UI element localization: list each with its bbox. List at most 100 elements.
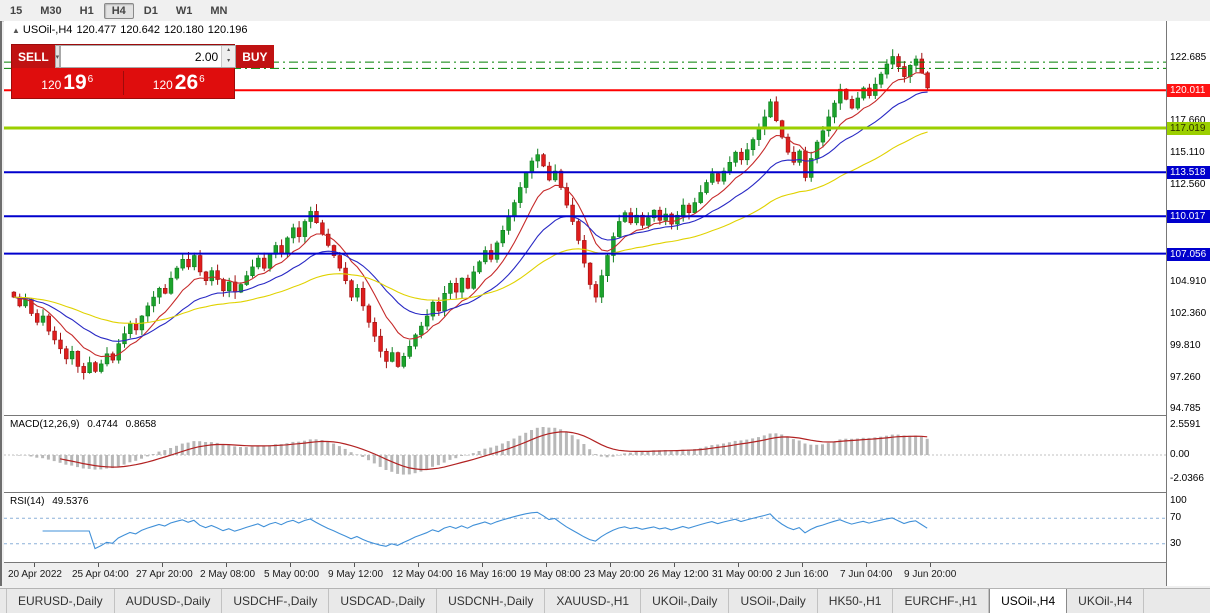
time-axis-tick <box>482 563 483 567</box>
time-axis-label: 12 May 04:00 <box>392 569 453 580</box>
time-axis-label: 23 May 20:00 <box>584 569 645 580</box>
macd-pane: MACD(12,26,9) 0.4744 0.8658 <box>4 415 1166 493</box>
time-axis-tick <box>802 563 803 567</box>
price-axis-label: 117.660 <box>1170 114 1206 126</box>
chart-tab[interactable]: USOil-,H4 <box>989 589 1068 613</box>
timeframe-button-mn[interactable]: MN <box>210 4 228 17</box>
price-axis-label: 99.810 <box>1170 339 1201 351</box>
ohlc-high: 120.642 <box>120 24 160 36</box>
chart-tab[interactable]: AUDUSD-,Daily <box>115 589 223 613</box>
chart-tab[interactable]: USDCHF-,Daily <box>222 589 330 613</box>
rsi-axis-label: 70 <box>1170 512 1182 523</box>
chart-tab[interactable]: XAUUSD-,H1 <box>545 589 642 613</box>
volume-field: ▴ ▾ <box>60 45 237 68</box>
price-axis-label: 115.110 <box>1170 147 1205 159</box>
sell-price-prefix: 120 <box>41 78 62 92</box>
chart-tab[interactable]: EURUSD-,Daily <box>6 589 115 613</box>
chart-tab[interactable]: EURCHF-,H1 <box>893 589 990 613</box>
timeframe-button-d1[interactable]: D1 <box>143 4 158 17</box>
chart-tab[interactable]: UKOil-,H4 <box>1067 589 1145 613</box>
time-axis-label: 20 Apr 2022 <box>8 569 62 580</box>
macd-axis-label: -2.0366 <box>1170 473 1204 484</box>
macd-axis-label: 0.00 <box>1170 449 1190 460</box>
timeframe-button-15[interactable]: 15 <box>10 4 23 17</box>
sell-price-big: 19 <box>63 71 87 94</box>
price-axis-label: 102.360 <box>1170 307 1207 319</box>
moving-average-9 <box>13 72 928 358</box>
time-axis-label: 19 May 08:00 <box>520 569 581 580</box>
macd-name: MACD(12,26,9) <box>10 419 80 430</box>
chart-tab[interactable]: USDCNH-,Daily <box>437 589 546 613</box>
rsi-axis-label: 100 <box>1170 495 1187 506</box>
main-chart-pane: ▲ USOil-,H4 120.477 120.642 120.180 120.196 S… <box>4 21 1166 415</box>
macd-plot <box>4 427 1166 475</box>
sell-button[interactable]: SELL <box>12 45 55 68</box>
one-click-trading-panel: SELL ▾ ▴ ▾ BUY 120 <box>12 45 274 98</box>
price-axis-label: 122.685 <box>1170 51 1207 63</box>
time-axis-tick <box>98 563 99 567</box>
buy-price-pip: 6 <box>199 74 205 85</box>
moving-average-21 <box>13 91 928 342</box>
timeframe-button-w1[interactable]: W1 <box>175 4 193 17</box>
price-axis-label: 97.260 <box>1170 372 1201 383</box>
sell-price-display[interactable]: 120 19 6 <box>12 70 123 96</box>
price-level-badge[interactable]: 107.056 <box>1167 247 1210 261</box>
time-axis-tick <box>610 563 611 567</box>
volume-input[interactable] <box>61 46 222 67</box>
time-axis-tick <box>738 563 739 567</box>
collapse-arrow-icon[interactable]: ▲ <box>12 26 20 35</box>
macd-signal-value: 0.8658 <box>125 419 157 430</box>
price-axis-label: 112.560 <box>1170 179 1206 191</box>
moving-average-50 <box>13 131 928 325</box>
chart-title: ▲ USOil-,H4 120.477 120.642 120.180 120.196 <box>12 24 252 36</box>
chart-tab[interactable]: HK50-,H1 <box>818 589 894 613</box>
price-level-badge[interactable]: 110.017 <box>1167 210 1210 224</box>
price-level-badge[interactable]: 120.011 <box>1167 84 1210 98</box>
time-axis-label: 2 May 08:00 <box>200 569 256 580</box>
rsi-name: RSI(14) <box>10 496 45 507</box>
macd-axis-label: 2.5591 <box>1170 419 1201 430</box>
ohlc-close: 120.196 <box>207 24 248 36</box>
time-axis-label: 27 Apr 20:00 <box>136 569 193 580</box>
chart-tab[interactable]: USOil-,Daily <box>729 589 818 613</box>
time-axis-label: 7 Jun 04:00 <box>840 569 893 580</box>
price-level-badge[interactable]: 117.019 <box>1167 122 1210 136</box>
time-axis-label: 9 May 12:00 <box>328 569 384 580</box>
macd-label: MACD(12,26,9) 0.4744 0.8658 <box>10 419 156 430</box>
buy-price-display[interactable]: 120 26 6 <box>124 70 235 96</box>
rsi-plot <box>4 511 1166 550</box>
time-axis-tick <box>162 563 163 567</box>
rsi-label: RSI(14) 49.5376 <box>10 496 88 507</box>
time-axis-tick <box>546 563 547 567</box>
time-axis-tick <box>930 563 931 567</box>
ohlc-open: 120.477 <box>76 24 117 36</box>
time-axis-tick <box>290 563 291 567</box>
price-axis-label: 104.910 <box>1170 275 1207 287</box>
buy-button[interactable]: BUY <box>236 45 274 68</box>
time-axis[interactable]: 20 Apr 2022 25 Apr 04:00 27 Apr 20:00 2 May… <box>4 562 1166 587</box>
price-axis[interactable]: 122.685 117.660 115.110 112.560 104.910 102.3… <box>1166 21 1210 586</box>
timeframe-toolbar: 15 M30 H1 H4 D1 W1 MN <box>0 0 1210 22</box>
price-divider <box>122 71 124 95</box>
timeframe-button-m30[interactable]: M30 <box>40 4 62 17</box>
timeframe-button-h1[interactable]: H1 <box>79 4 94 17</box>
rsi-value: 49.5376 <box>52 496 89 507</box>
time-axis-tick <box>226 563 227 567</box>
order-type-dropdown[interactable]: ▾ <box>54 45 61 68</box>
chart-tab[interactable]: UKOil-,Daily <box>641 589 730 613</box>
time-axis-tick <box>418 563 419 567</box>
price-axis-label: 94.785 <box>1170 403 1201 415</box>
price-level-badge[interactable]: 113.518 <box>1167 166 1210 180</box>
time-axis-label: 31 May 00:00 <box>712 569 773 580</box>
chart-tab[interactable]: USDCAD-,Daily <box>329 589 438 613</box>
window-left-border <box>0 21 2 586</box>
time-axis-tick <box>674 563 675 567</box>
timeframe-button-h4[interactable]: H4 <box>103 2 134 19</box>
volume-increase-button[interactable]: ▴ <box>222 46 236 57</box>
volume-decrease-button[interactable]: ▾ <box>222 56 236 67</box>
rsi-pane: RSI(14) 49.5376 <box>4 492 1166 563</box>
symbol-period-label: USOil-,H4 <box>22 24 73 36</box>
buy-price-big: 26 <box>174 71 199 94</box>
macd-main-value: 0.4744 <box>87 419 118 430</box>
